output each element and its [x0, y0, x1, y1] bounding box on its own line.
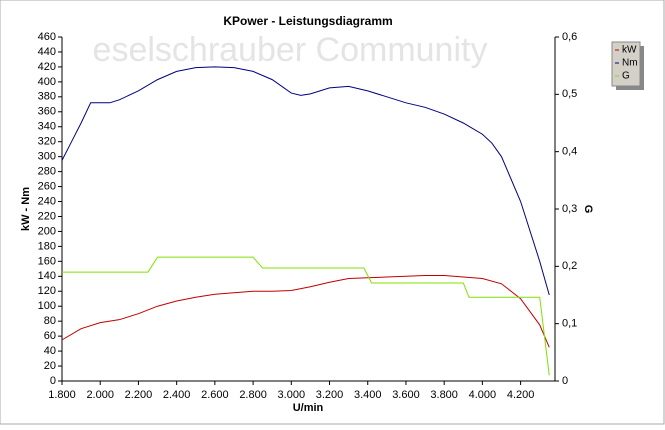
y-tick-label: 260: [38, 180, 56, 192]
x-tick-label: 3.000: [278, 389, 306, 401]
line-series: [62, 256, 550, 376]
y2-tick-label: 0,3: [562, 203, 577, 215]
y-tick-label: 220: [38, 210, 56, 222]
y2-tick-label: 0,1: [562, 318, 577, 330]
y-tick-label: 380: [38, 91, 56, 103]
x-tick-label: 2.400: [163, 389, 191, 401]
x-tick-label: 3.200: [316, 389, 344, 401]
x-tick-label: 2.800: [239, 389, 267, 401]
x-tick-label: 1.800: [48, 389, 76, 401]
y-tick-label: 140: [38, 270, 56, 282]
y-tick-label: 300: [38, 151, 56, 163]
y-tick-label: 0: [50, 375, 56, 387]
y2-tick-label: 0: [562, 375, 568, 387]
y-tick-label: 40: [44, 345, 56, 357]
y-tick-label: 400: [38, 76, 56, 88]
y-tick-label: 420: [38, 61, 56, 73]
y-tick-label: 100: [38, 300, 56, 312]
legend: [611, 41, 641, 87]
y2-tick-label: 0,6: [562, 31, 577, 43]
y-tick-label: 280: [38, 166, 56, 178]
y-tick-label: 20: [44, 360, 56, 372]
y-tick-label: 60: [44, 330, 56, 342]
y-tick-label: 160: [38, 255, 56, 267]
x-axis-label: U/min: [293, 402, 324, 414]
y-axis-label: kW - Nm: [20, 187, 32, 231]
watermark: eselschrauber Community: [93, 31, 488, 69]
y-tick-label: 320: [38, 136, 56, 148]
x-tick-label: 2.000: [86, 389, 114, 401]
y-tick-label: 440: [38, 46, 56, 58]
legend-label: G: [622, 71, 630, 82]
legend-label: Nm: [622, 58, 638, 69]
line-series: [61, 275, 550, 348]
x-tick-label: 4.200: [507, 389, 535, 401]
y-tick-label: 360: [38, 106, 56, 118]
chart-title: KPower - Leistungsdiagramm: [223, 14, 392, 28]
y-tick-label: 240: [38, 195, 56, 207]
x-tick-label: 3.400: [354, 389, 382, 401]
y2-tick-label: 0,2: [562, 260, 577, 272]
line-series: [61, 66, 550, 296]
x-tick-label: 2.200: [125, 389, 153, 401]
y-tick-label: 120: [38, 285, 56, 297]
x-tick-label: 3.600: [392, 389, 420, 401]
y-tick-label: 180: [38, 240, 56, 252]
x-tick-label: 4.000: [469, 389, 497, 401]
y2-axis-label: G: [582, 205, 594, 214]
x-tick-label: 3.800: [430, 389, 458, 401]
x-tick-label: 2.600: [201, 389, 229, 401]
y2-tick-label: 0,5: [562, 88, 577, 100]
y-tick-label: 340: [38, 121, 56, 133]
y-tick-label: 80: [44, 315, 56, 327]
legend-label: kW: [622, 45, 637, 56]
y-tick-label: 200: [38, 225, 56, 237]
y2-tick-label: 0,4: [562, 146, 577, 158]
y-tick-label: 460: [38, 31, 56, 43]
